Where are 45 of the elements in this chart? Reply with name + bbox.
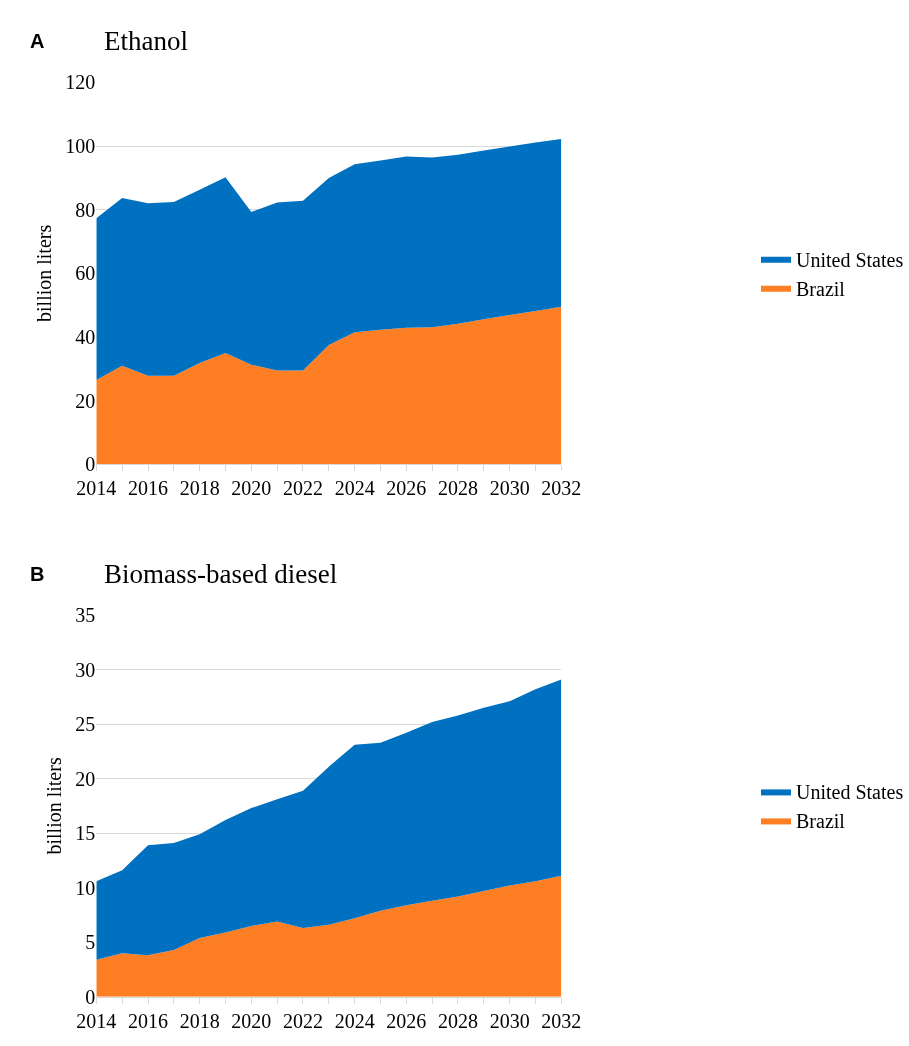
x-tick-label: 2030 xyxy=(489,477,530,500)
y-tick-label: 10 xyxy=(75,876,96,899)
legend-label: United States xyxy=(796,248,904,271)
y-axis-title: billion liters xyxy=(42,757,65,855)
x-tick-label: 2032 xyxy=(541,1009,582,1032)
x-tick-label: 2018 xyxy=(179,477,220,500)
y-tick-label: 40 xyxy=(75,325,96,348)
y-tick-label: 100 xyxy=(65,135,96,158)
x-tick-label: 2026 xyxy=(386,1009,427,1032)
x-tick-label: 2032 xyxy=(541,477,582,500)
y-tick-label: 25 xyxy=(75,713,96,736)
x-tick-label: 2018 xyxy=(179,1009,220,1032)
x-tick-label: 2014 xyxy=(76,1009,117,1032)
chart-title: Biomass-based diesel xyxy=(104,559,338,589)
x-tick-label: 2014 xyxy=(76,477,117,500)
x-tick-label: 2024 xyxy=(334,1009,375,1032)
x-tick-label: 2020 xyxy=(231,477,272,500)
x-tick-label: 2024 xyxy=(334,477,375,500)
x-tick-label: 2022 xyxy=(282,477,323,500)
x-tick-label: 2016 xyxy=(128,477,168,500)
y-tick-label: 0 xyxy=(85,453,96,476)
y-axis-title: billion liters xyxy=(32,224,55,322)
y-tick-label: 120 xyxy=(65,71,96,94)
x-tick-label: 2028 xyxy=(437,1009,478,1032)
x-tick-label: 2028 xyxy=(437,477,478,500)
y-tick-label: 15 xyxy=(75,822,96,845)
y-tick-label: 80 xyxy=(75,198,96,221)
text: B xyxy=(30,563,45,585)
legend-label: Brazil xyxy=(796,810,846,833)
y-tick-label: 35 xyxy=(75,604,96,627)
y-tick-label: 5 xyxy=(85,931,96,954)
y-tick-label: 0 xyxy=(85,985,96,1008)
x-tick-label: 2030 xyxy=(489,1009,530,1032)
y-tick-label: 60 xyxy=(75,262,96,285)
y-tick-label: 30 xyxy=(75,658,96,681)
legend-label: United States xyxy=(796,781,904,804)
x-tick-label: 2016 xyxy=(128,1009,168,1032)
y-tick-label: 20 xyxy=(75,389,96,412)
legend-label: Brazil xyxy=(796,277,846,300)
x-tick-label: 2020 xyxy=(231,1009,272,1032)
x-tick-label: 2022 xyxy=(282,1009,323,1032)
text: A xyxy=(30,30,45,52)
chart-title: Ethanol xyxy=(104,26,188,56)
x-tick-label: 2026 xyxy=(386,477,427,500)
y-tick-label: 20 xyxy=(75,767,96,790)
